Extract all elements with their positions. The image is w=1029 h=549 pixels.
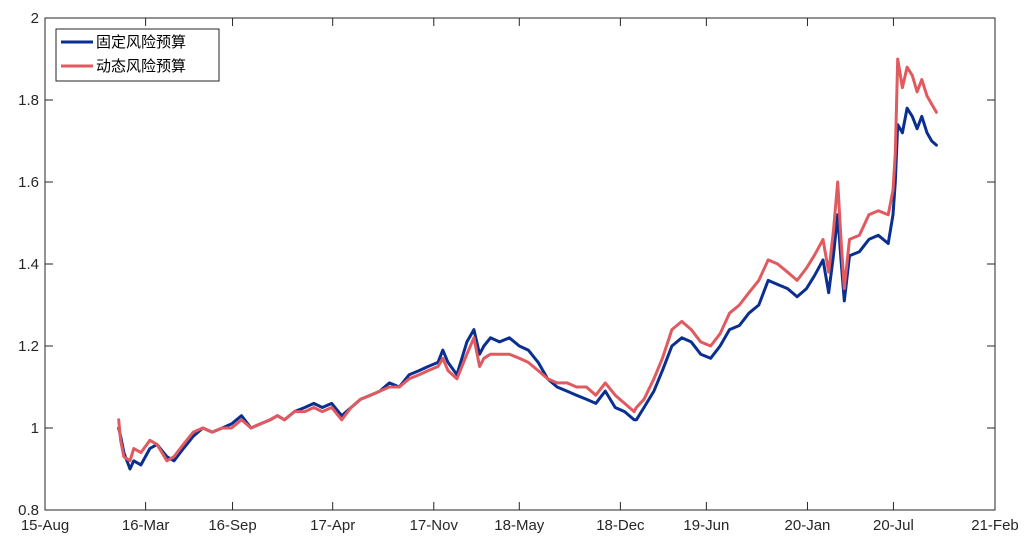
x-tick-label: 17-Apr [310, 517, 355, 534]
y-tick-label: 0.8 [18, 502, 39, 519]
y-tick-label: 1.4 [18, 256, 39, 273]
series-layer [117, 57, 938, 471]
x-tick-label: 18-May [494, 517, 545, 534]
y-tick-label: 2 [31, 10, 39, 27]
x-tick-label: 19-Jun [683, 517, 729, 534]
axes-layer: 15-Aug 16-Mar 16-Sep 17-Apr 17-Nov 18-May 18-D… [18, 10, 1019, 534]
legend-label-fixed: 固定风险预算 [96, 33, 186, 51]
x-tick-label: 16-Mar [122, 517, 170, 534]
legend-box [55, 28, 220, 82]
x-tick-label: 21-Feb [971, 517, 1019, 534]
y-tick-label: 1.8 [18, 92, 39, 109]
legend: 固定风险预算 动态风险预算 [55, 28, 220, 82]
x-tick-label: 18-Dec [596, 517, 645, 534]
x-tick-label: 20-Jan [785, 517, 831, 534]
series-line-dynamic [117, 57, 938, 463]
x-tick-label: 15-Aug [21, 517, 69, 534]
y-tick-label: 1 [31, 420, 39, 437]
y-tick-label: 1.6 [18, 174, 39, 191]
y-tick-label: 1.2 [18, 338, 39, 355]
x-tick-label: 20-Jul [873, 517, 914, 534]
x-tick-label: 16-Sep [208, 517, 256, 534]
x-tick-label: 17-Nov [410, 517, 459, 534]
legend-label-dynamic: 动态风险预算 [96, 57, 186, 75]
